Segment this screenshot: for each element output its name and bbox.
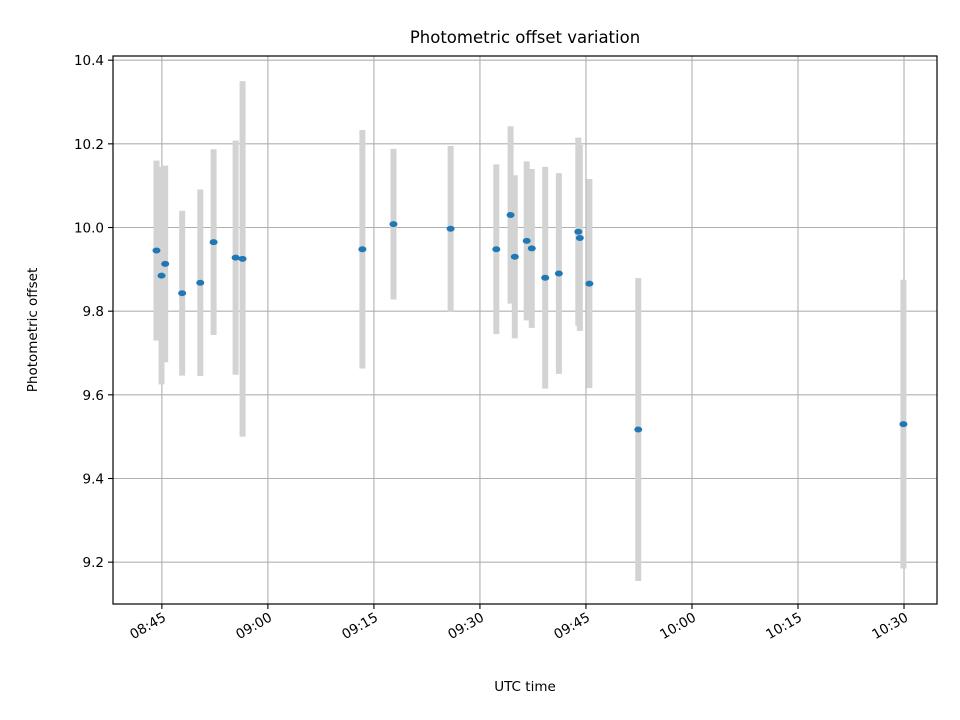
data-point bbox=[209, 239, 218, 246]
data-point bbox=[522, 237, 531, 244]
data-point bbox=[554, 270, 563, 277]
data-point bbox=[510, 253, 519, 260]
data-point bbox=[634, 426, 643, 433]
y-tick-label: 9.6 bbox=[83, 388, 104, 404]
data-point bbox=[492, 246, 501, 253]
data-point bbox=[161, 260, 170, 267]
y-tick-label: 9.8 bbox=[83, 304, 104, 320]
data-point bbox=[358, 246, 367, 253]
data-point bbox=[446, 225, 455, 232]
data-point bbox=[899, 421, 908, 428]
data-point bbox=[574, 228, 583, 235]
data-point bbox=[389, 221, 398, 228]
plot-frame bbox=[112, 55, 938, 605]
data-point bbox=[506, 211, 515, 218]
data-point bbox=[178, 290, 187, 297]
y-axis-ticks: 9.2 9.4 9.6 9.8 10.0 10.2 10.4 bbox=[74, 53, 113, 571]
grid bbox=[113, 56, 937, 604]
y-tick-label: 9.2 bbox=[83, 555, 104, 571]
x-axis-label: UTC time bbox=[494, 679, 556, 695]
data-point bbox=[157, 272, 166, 279]
y-tick-label: 10.0 bbox=[74, 221, 104, 237]
data-point bbox=[152, 247, 161, 254]
y-tick-label: 10.2 bbox=[74, 137, 104, 153]
y-tick-label: 10.4 bbox=[74, 53, 104, 69]
data-points bbox=[152, 211, 908, 433]
y-axis-label: Photometric offset bbox=[25, 268, 41, 392]
data-point bbox=[196, 279, 205, 286]
data-point bbox=[575, 234, 584, 241]
data-point bbox=[231, 254, 240, 261]
data-point bbox=[527, 245, 536, 252]
chart-title: Photometric offset variation bbox=[410, 28, 640, 47]
data-point bbox=[541, 274, 550, 281]
y-tick-label: 9.4 bbox=[83, 472, 104, 488]
data-point bbox=[585, 280, 594, 287]
data-point bbox=[238, 255, 247, 262]
